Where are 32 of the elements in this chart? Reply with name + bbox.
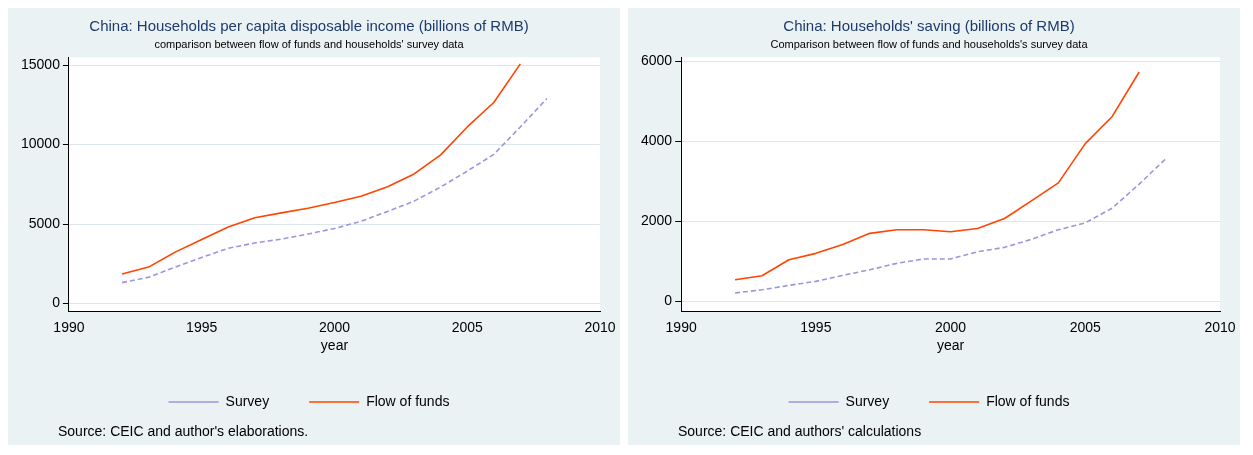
chart-subtitle: comparison between flow of funds and households' survey data [154,37,465,50]
y-tick-label: 2000 [640,212,673,229]
x-tick-label: 2000 [934,318,967,335]
x-tick-label: 1995 [186,318,218,335]
chart-subtitle: Comparison between flow of funds and households's survey data [770,37,1089,50]
chart-title: China: Households' saving (billions of RMB) [783,17,1075,35]
legend-label: Flow of funds [986,392,1070,409]
x-tick-label: 2000 [318,318,351,335]
legend-label: Flow of funds [366,392,450,409]
x-axis-title: year [936,337,965,354]
line-series [734,157,1167,294]
x-tick-label: 2010 [1204,318,1236,335]
x-tick-label: 2005 [451,318,484,335]
x-tick-label: 1990 [53,318,85,335]
y-tick-label: 0 [664,292,673,309]
source-note: Source: CEIC and author's elaborations. [57,423,310,439]
y-tick-label: 5000 [28,214,61,231]
y-tick-label: 0 [52,294,61,311]
x-tick-label: 2005 [1069,318,1102,335]
x-tick-label: 1995 [800,318,832,335]
y-tick-label: 4000 [640,132,673,149]
line-series [121,97,548,284]
legend-label: Survey [225,392,270,409]
x-tick-label: 1990 [665,318,697,335]
x-tick-label: 2010 [584,318,616,335]
chart-title: China: Households per capita disposable income (billions of RMB) [89,17,529,35]
y-tick-label: 15000 [20,56,61,72]
x-axis-title: year [320,337,349,354]
source-note: Source: CEIC and authors' calculations [677,423,923,439]
y-tick-label: 10000 [20,135,61,152]
legend-label: Survey [845,392,890,409]
y-tick-label: 6000 [640,52,673,69]
